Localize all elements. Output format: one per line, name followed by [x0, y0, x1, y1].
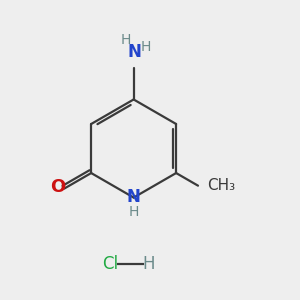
- Text: H: H: [128, 205, 139, 219]
- Text: N: N: [127, 43, 141, 61]
- Text: Cl: Cl: [102, 255, 118, 273]
- Text: H: H: [141, 40, 151, 55]
- Text: N: N: [127, 188, 141, 206]
- Text: O: O: [50, 178, 65, 196]
- Text: CH₃: CH₃: [208, 178, 236, 193]
- Text: H: H: [121, 33, 131, 47]
- Text: H: H: [142, 255, 155, 273]
